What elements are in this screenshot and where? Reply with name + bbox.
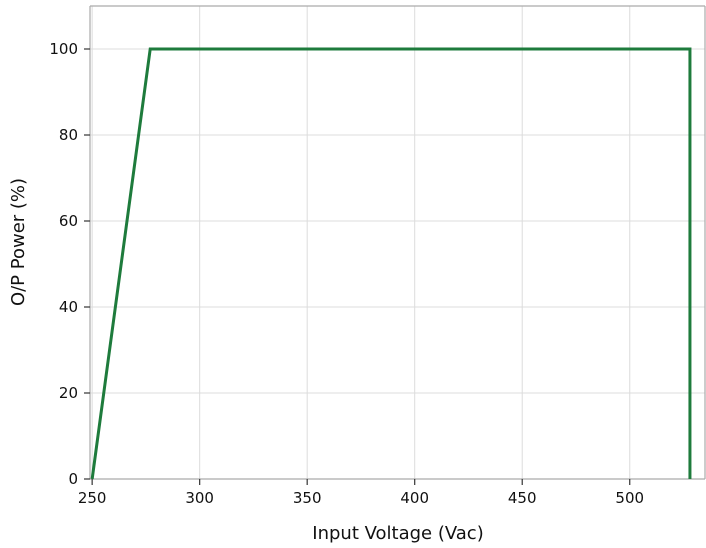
series-line bbox=[90, 47, 692, 480]
data-series bbox=[90, 47, 692, 480]
y-tick-label: 0 bbox=[68, 470, 78, 488]
y-tick-label: 80 bbox=[59, 126, 78, 144]
axes bbox=[89, 5, 706, 480]
x-axis-ticks: 250 300 350 400 450 500 bbox=[78, 479, 644, 507]
x-axis-label: Input Voltage (Vac) bbox=[312, 523, 483, 544]
x-tick-label: 500 bbox=[615, 489, 644, 507]
y-tick-label: 100 bbox=[49, 40, 78, 58]
x-tick-label: 350 bbox=[293, 489, 322, 507]
y-axis-ticks: 0 20 40 60 80 100 bbox=[49, 40, 90, 488]
x-tick-label: 300 bbox=[185, 489, 214, 507]
grid-lines bbox=[90, 6, 705, 480]
x-tick-label: 450 bbox=[508, 489, 537, 507]
x-tick-label: 400 bbox=[400, 489, 429, 507]
y-tick-label: 60 bbox=[59, 212, 78, 230]
y-tick-label: 20 bbox=[59, 384, 78, 402]
y-axis-label: O/P Power (%) bbox=[8, 178, 29, 306]
y-tick-label: 40 bbox=[59, 298, 78, 316]
x-tick-label: 250 bbox=[78, 489, 107, 507]
